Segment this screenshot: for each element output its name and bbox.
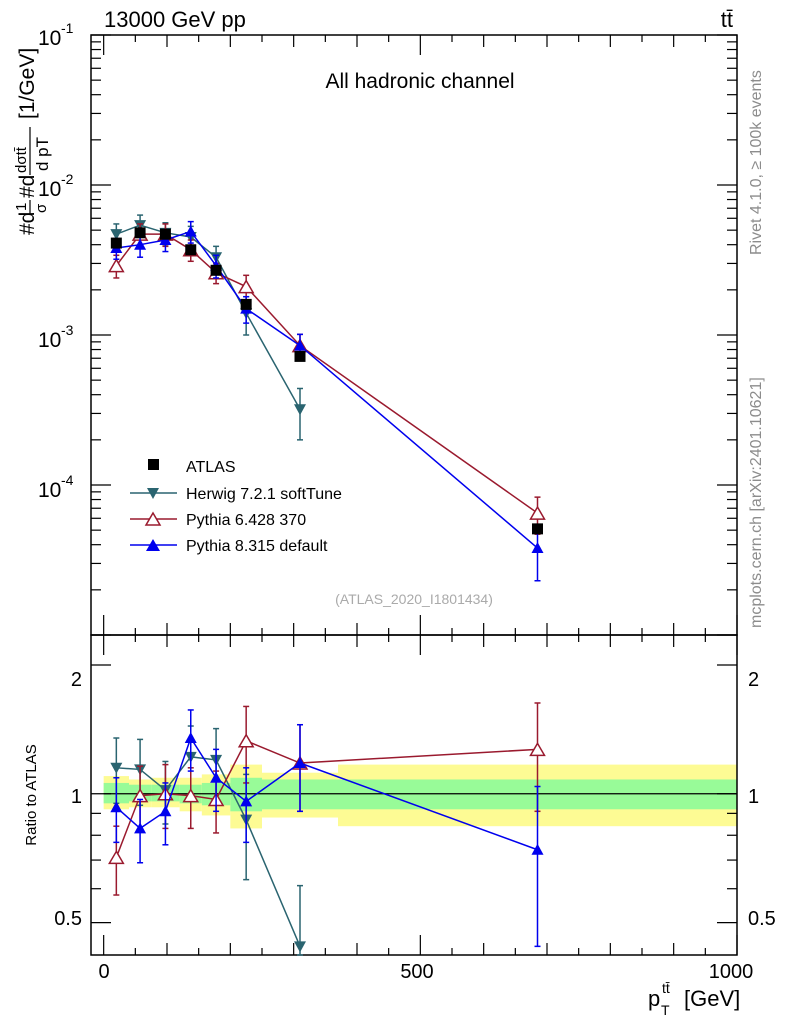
svg-text:p: p	[648, 986, 660, 1011]
energy-label: 13000 GeV pp	[104, 7, 246, 32]
xtick-label: 500	[400, 961, 433, 983]
data-point	[532, 523, 543, 535]
xtick-label: 1000	[709, 961, 754, 983]
svg-text:tt̄: tt̄	[662, 980, 670, 996]
main-ytick-labels: 10 -1 10 -2 10 -3 10 -4	[38, 20, 74, 502]
ratio-panel-frame	[90, 634, 738, 956]
svg-text:1: 1	[13, 203, 30, 211]
ratio-point	[110, 801, 123, 813]
data-point	[294, 404, 306, 416]
ytick-label: 10	[38, 178, 61, 201]
svg-text:d pT: d pT	[33, 137, 52, 171]
process-label: tt̄	[721, 7, 733, 32]
rivet-version-label: Rivet 4.1.0, ≥ 100k events	[748, 70, 765, 255]
ratio-point	[237, 733, 255, 748]
ratio-point	[529, 741, 546, 757]
series-line	[116, 224, 301, 410]
ratio-ytick-label-right: 1	[748, 786, 759, 808]
legend-label-atlas: ATLAS	[186, 459, 236, 476]
ratio-series-2	[110, 709, 544, 948]
data-point	[294, 350, 306, 362]
xlabel: p T tt̄ [GeV]	[648, 980, 740, 1018]
data-point	[529, 505, 546, 520]
legend-marker-pythia8	[146, 539, 160, 551]
ytick-label: 10	[38, 27, 61, 50]
ratio-point	[184, 732, 197, 744]
ratio-ytick-label-right: 2	[748, 669, 759, 691]
data-point	[240, 298, 252, 310]
data-point	[108, 258, 125, 273]
legend: ATLAS Herwig 7.2.1 softTune Pythia 6.428…	[130, 459, 342, 555]
svg-text:[GeV]: [GeV]	[684, 986, 740, 1011]
main-axis-ticks	[91, 34, 738, 636]
ratio-point	[531, 843, 544, 855]
ratio-ytick-label: 1	[71, 786, 82, 808]
xtick-labels: 0 500 1000	[98, 961, 753, 983]
data-point	[159, 228, 171, 240]
ratio-point	[110, 762, 123, 774]
ratio-line	[115, 736, 538, 851]
data-point	[110, 229, 123, 241]
data-point	[210, 264, 222, 276]
data-point	[185, 244, 197, 256]
ratio-point	[294, 757, 306, 769]
mcplots-label: mcplots.cern.ch [arXiv:2401.10621]	[748, 377, 765, 628]
svg-text:#d: #d	[16, 212, 39, 235]
legend-marker-herwig	[147, 488, 159, 499]
analysis-id-label: (ATLAS_2020_I1801434)	[335, 591, 493, 607]
svg-text:[1/GeV]: [1/GeV]	[16, 48, 39, 119]
data-point	[134, 227, 146, 239]
svg-text:dσtt̄: dσtt̄	[13, 146, 30, 173]
series-line	[115, 233, 538, 514]
legend-label-pythia6: Pythia 6.428 370	[186, 512, 306, 529]
data-point	[531, 542, 544, 554]
series-line	[116, 230, 538, 549]
ratio-point	[294, 941, 306, 953]
data-point	[237, 279, 255, 294]
series-2	[110, 220, 544, 582]
reference-series	[110, 227, 543, 535]
ytick-exponent: -2	[61, 171, 74, 187]
legend-marker-pythia6	[144, 511, 162, 526]
svg-text:σ: σ	[33, 203, 50, 213]
ratio-line	[115, 739, 538, 858]
xtick-label: 0	[98, 961, 109, 983]
main-ylabel: #d 1 σ #d dσtt̄ d pT [1/GeV]	[13, 48, 52, 235]
ratio-point	[108, 849, 125, 865]
data-point	[110, 237, 122, 249]
ratio-ytick-label: 2	[71, 669, 82, 691]
svg-text:#d: #d	[16, 175, 39, 198]
ratio-point	[134, 822, 147, 834]
ratio-ytick-labels: 2 1 0.5 2 1 0.5	[54, 669, 776, 930]
ytick-exponent: -1	[61, 20, 74, 36]
legend-label-pythia8: Pythia 8.315 default	[186, 538, 328, 555]
ratio-ylabel: Ratio to ATLAS	[23, 744, 40, 845]
ratio-point	[210, 771, 223, 783]
main-series-layer	[108, 214, 546, 582]
data-point	[184, 225, 197, 237]
ratio-series-layer	[108, 702, 546, 956]
svg-text:T: T	[661, 1002, 670, 1018]
legend-label-herwig: Herwig 7.2.1 softTune	[186, 486, 342, 503]
ratio-point	[240, 795, 253, 807]
ratio-axis-ticks	[91, 635, 738, 955]
chart-title: All hadronic channel	[325, 70, 514, 93]
data-point	[134, 238, 147, 250]
data-point	[294, 339, 306, 351]
ytick-exponent: -4	[61, 472, 74, 488]
ratio-point	[182, 788, 200, 803]
ytick-label: 10	[38, 479, 61, 502]
ratio-point	[159, 805, 172, 817]
legend-marker-atlas	[148, 459, 159, 470]
ratio-ytick-label-right: 0.5	[748, 908, 776, 930]
ytick-label: 10	[38, 329, 61, 352]
ratio-ytick-label: 0.5	[54, 908, 82, 930]
ytick-exponent: -3	[61, 322, 74, 338]
